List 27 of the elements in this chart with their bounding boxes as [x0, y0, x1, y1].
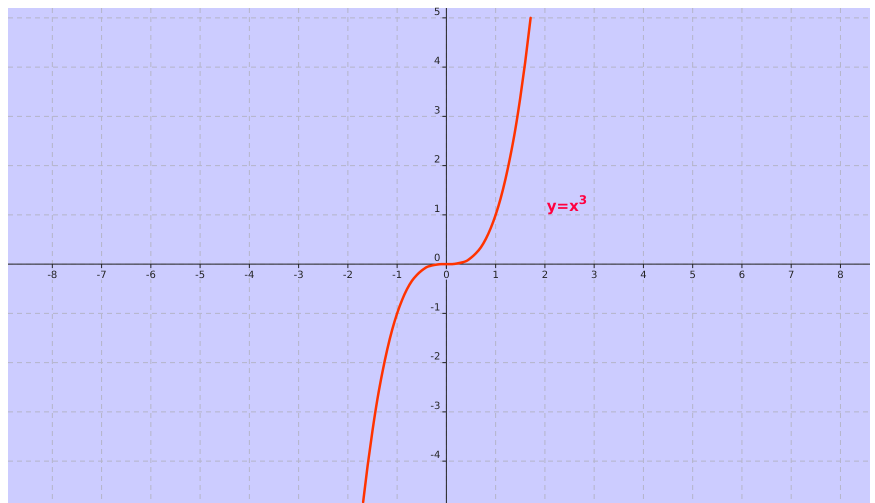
x-tick-label: -4: [244, 270, 254, 282]
y-tick-label: 5: [434, 6, 440, 18]
x-tick-label: -8: [47, 270, 58, 282]
x-tick-label: 3: [590, 270, 598, 282]
x-tick-label: -6: [146, 270, 156, 282]
x-tick-label: 7: [788, 270, 794, 282]
x-tick-label: -1: [392, 270, 402, 282]
y-tick-label: 3: [434, 105, 440, 116]
x-tick-label: -2: [342, 270, 353, 282]
y-tick-label: 1: [434, 204, 440, 215]
y-tick-label: -1: [430, 302, 440, 314]
x-tick-label: -3: [294, 270, 304, 282]
y-tick-label: -4: [430, 450, 440, 462]
x-tick-label: 8: [837, 270, 844, 282]
y-tick-label: 4: [434, 56, 440, 68]
y-tick-label: -3: [430, 400, 440, 412]
x-tick-label: 5: [689, 270, 696, 282]
x-tick-label: -7: [96, 270, 107, 282]
y-tick-label: -2: [430, 352, 440, 363]
y-tick-label: 0: [434, 253, 440, 264]
x-tick-label: 1: [492, 270, 499, 282]
x-tick-label: 4: [640, 270, 647, 282]
x-tick-label: 6: [738, 270, 746, 282]
x-tick-label: 2: [542, 270, 548, 282]
annotation: y=x$^{3}$: [546, 192, 588, 215]
x-tick-label: -5: [195, 270, 206, 282]
y-tick-label: 2: [434, 154, 440, 166]
